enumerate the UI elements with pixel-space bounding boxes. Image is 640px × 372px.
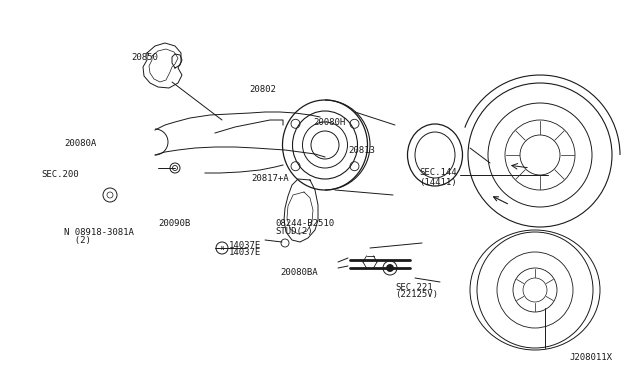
Text: (2): (2) (64, 236, 91, 245)
Text: J208011X: J208011X (570, 353, 612, 362)
Text: 20080BA: 20080BA (280, 268, 318, 277)
Text: 20802: 20802 (250, 85, 276, 94)
Text: STUD(2): STUD(2) (275, 227, 313, 236)
Text: 14037E: 14037E (229, 248, 261, 257)
Text: N 08918-3081A: N 08918-3081A (64, 228, 134, 237)
Text: (14411): (14411) (419, 178, 457, 187)
Text: 08244-B2510: 08244-B2510 (275, 219, 334, 228)
Text: SEC.144: SEC.144 (419, 169, 457, 177)
Text: SEC.200: SEC.200 (42, 170, 79, 179)
Text: 20080A: 20080A (64, 139, 96, 148)
Text: 14037E: 14037E (229, 241, 261, 250)
Text: (22125V): (22125V) (396, 291, 438, 299)
Text: 20080H: 20080H (314, 118, 346, 127)
Circle shape (387, 264, 394, 272)
Text: 20817+A: 20817+A (252, 174, 289, 183)
Text: 20090B: 20090B (159, 219, 191, 228)
Text: N: N (220, 246, 223, 250)
Text: 20850: 20850 (131, 53, 158, 62)
Text: 20813: 20813 (349, 146, 376, 155)
Text: SEC.221: SEC.221 (396, 283, 433, 292)
